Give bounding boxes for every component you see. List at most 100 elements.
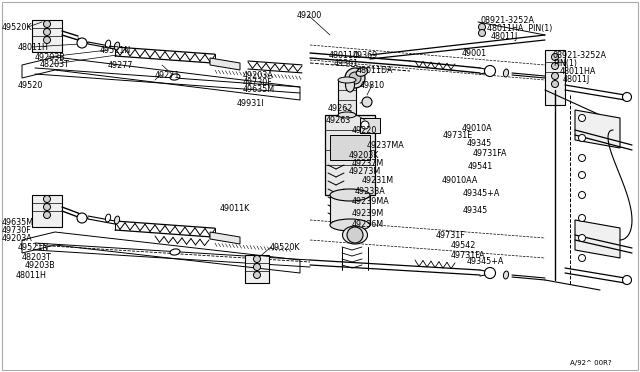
Text: 49731F: 49731F — [436, 231, 466, 240]
Circle shape — [361, 121, 369, 129]
Bar — [325, 115, 375, 195]
Text: 49277: 49277 — [108, 61, 134, 70]
Circle shape — [579, 215, 586, 221]
Ellipse shape — [115, 216, 120, 224]
Text: 49237M: 49237M — [352, 158, 384, 167]
Text: 49203B: 49203B — [25, 262, 56, 270]
Text: 49542: 49542 — [451, 241, 476, 250]
Bar — [338, 80, 356, 115]
Text: 49931I: 49931I — [237, 99, 264, 108]
Circle shape — [623, 276, 632, 285]
Text: 49220: 49220 — [352, 125, 378, 135]
Circle shape — [44, 29, 51, 35]
Text: 49010A: 49010A — [462, 124, 493, 132]
Ellipse shape — [330, 219, 370, 231]
Text: 48011HA: 48011HA — [560, 67, 596, 76]
Circle shape — [552, 73, 559, 80]
Circle shape — [44, 36, 51, 44]
Text: 49345+A: 49345+A — [467, 257, 504, 266]
Circle shape — [362, 97, 372, 107]
Circle shape — [349, 72, 361, 84]
Ellipse shape — [342, 226, 367, 244]
Text: 48011D: 48011D — [329, 51, 360, 60]
Text: 49345: 49345 — [467, 138, 492, 148]
Text: 49520K: 49520K — [270, 243, 301, 251]
Ellipse shape — [504, 69, 509, 77]
Polygon shape — [575, 110, 620, 148]
Text: 48011H: 48011H — [16, 272, 47, 280]
Circle shape — [253, 256, 260, 263]
Text: 49731E: 49731E — [443, 131, 473, 140]
Text: 49011K: 49011K — [220, 203, 250, 212]
Text: 49263: 49263 — [326, 115, 351, 125]
Text: A/92^ 00R?: A/92^ 00R? — [570, 360, 612, 366]
Text: 49231M: 49231M — [362, 176, 394, 185]
Bar — [330, 135, 370, 160]
Circle shape — [579, 115, 586, 122]
Text: 48011HA  PIN(1): 48011HA PIN(1) — [487, 23, 552, 32]
Text: 49239M: 49239M — [352, 208, 384, 218]
Ellipse shape — [106, 40, 111, 48]
Bar — [330, 195, 370, 225]
Text: 49001: 49001 — [462, 48, 487, 58]
Ellipse shape — [170, 74, 180, 80]
Text: 48203T: 48203T — [22, 253, 52, 263]
Text: 48011J: 48011J — [563, 74, 590, 83]
Text: 49239MA: 49239MA — [352, 196, 390, 205]
Text: 49273M: 49273M — [349, 167, 381, 176]
Text: 49203K: 49203K — [349, 151, 380, 160]
Text: 48011DA: 48011DA — [357, 65, 394, 74]
Text: 49731FA: 49731FA — [451, 250, 486, 260]
Ellipse shape — [504, 271, 509, 279]
Text: 49271: 49271 — [155, 71, 180, 80]
Bar — [32, 195, 62, 227]
Text: 49200: 49200 — [297, 10, 323, 19]
Ellipse shape — [338, 112, 356, 118]
Circle shape — [579, 234, 586, 241]
Bar — [545, 50, 565, 105]
Text: 49010AA: 49010AA — [442, 176, 478, 185]
Text: 49345: 49345 — [463, 205, 488, 215]
Circle shape — [44, 196, 51, 202]
Text: 48203T: 48203T — [40, 60, 70, 68]
Text: 49730F: 49730F — [243, 77, 273, 87]
Ellipse shape — [115, 42, 120, 50]
Text: 49520: 49520 — [18, 80, 44, 90]
Text: 49731FA: 49731FA — [473, 148, 508, 157]
Text: 49369: 49369 — [353, 51, 378, 60]
Circle shape — [77, 213, 87, 223]
Ellipse shape — [106, 214, 111, 222]
Polygon shape — [210, 58, 240, 70]
Circle shape — [347, 227, 363, 243]
Text: 49635M: 49635M — [243, 84, 275, 93]
Text: 08921-3252A: 08921-3252A — [481, 16, 535, 25]
Text: 49203A: 49203A — [2, 234, 33, 243]
Circle shape — [579, 154, 586, 161]
Text: 49345+A: 49345+A — [463, 189, 500, 198]
Circle shape — [479, 23, 486, 31]
Circle shape — [44, 212, 51, 218]
Text: 48011J: 48011J — [491, 32, 518, 41]
Bar — [360, 118, 380, 133]
Polygon shape — [210, 232, 240, 244]
Text: 49203B: 49203B — [35, 52, 66, 61]
Text: 49521N: 49521N — [100, 45, 131, 55]
Polygon shape — [575, 220, 620, 258]
Circle shape — [552, 54, 559, 61]
Circle shape — [579, 171, 586, 179]
Circle shape — [44, 203, 51, 211]
Circle shape — [552, 62, 559, 70]
Circle shape — [253, 272, 260, 279]
Bar — [32, 20, 62, 52]
Text: 49262: 49262 — [328, 103, 353, 112]
Circle shape — [44, 20, 51, 28]
Bar — [245, 255, 269, 283]
Ellipse shape — [346, 78, 355, 92]
Circle shape — [484, 65, 495, 77]
Text: 49520K: 49520K — [2, 22, 33, 32]
Circle shape — [552, 80, 559, 87]
Text: 49635M: 49635M — [2, 218, 34, 227]
Circle shape — [579, 192, 586, 199]
Text: 49730F: 49730F — [2, 225, 32, 234]
Circle shape — [484, 267, 495, 279]
